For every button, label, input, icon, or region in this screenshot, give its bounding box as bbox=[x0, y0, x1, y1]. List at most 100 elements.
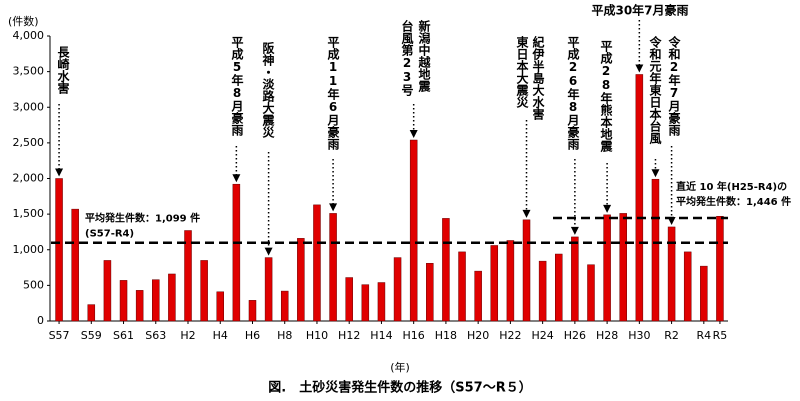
bar bbox=[297, 238, 305, 322]
annotation-arrowhead bbox=[667, 216, 676, 225]
bar bbox=[103, 260, 112, 322]
bar bbox=[393, 257, 402, 322]
bar bbox=[152, 279, 160, 322]
annotation: 平成30年7月豪雨 bbox=[591, 3, 688, 18]
bar bbox=[377, 282, 386, 322]
y-tick-label: 1,000 bbox=[13, 243, 45, 256]
x-axis-title: (年) bbox=[390, 360, 410, 374]
x-tick-label: H16 bbox=[403, 329, 425, 342]
y-tick-label: 2,500 bbox=[13, 136, 45, 149]
x-tick-label: H2 bbox=[180, 329, 195, 342]
x-tick-label: S61 bbox=[113, 329, 134, 342]
bar bbox=[184, 230, 192, 322]
bar bbox=[651, 178, 660, 322]
annotation-arrowhead bbox=[603, 204, 612, 213]
x-tick-label: H6 bbox=[245, 329, 260, 342]
annotation: 東日本大震災 bbox=[515, 35, 529, 109]
bar bbox=[587, 264, 595, 322]
bar bbox=[87, 304, 96, 322]
x-tick-label: H26 bbox=[564, 329, 586, 342]
bar bbox=[55, 178, 63, 322]
x-tick-label: H14 bbox=[370, 329, 392, 342]
bar bbox=[474, 270, 482, 322]
bar bbox=[538, 260, 547, 322]
y-tick-label: 1,500 bbox=[13, 207, 45, 220]
bar bbox=[683, 251, 692, 322]
x-tick-label: H24 bbox=[531, 329, 553, 342]
x-tick-label: H10 bbox=[306, 329, 328, 342]
annotation-arrowhead bbox=[55, 168, 64, 177]
annotation: 平成28年熊本地震 bbox=[599, 40, 613, 153]
bar bbox=[716, 216, 724, 322]
bar bbox=[135, 290, 144, 322]
bar bbox=[361, 284, 370, 322]
bar bbox=[280, 290, 289, 322]
bar bbox=[264, 257, 273, 322]
bar bbox=[345, 277, 353, 322]
bar bbox=[458, 251, 466, 322]
y-tick-label: 3,000 bbox=[13, 100, 45, 113]
y-tick-label: 0 bbox=[37, 314, 44, 327]
bar bbox=[119, 280, 128, 322]
annotation-arrowhead bbox=[409, 130, 418, 139]
bar bbox=[426, 263, 434, 322]
annotation-arrowhead bbox=[635, 64, 644, 73]
x-tick-label: H18 bbox=[435, 329, 457, 342]
bar bbox=[200, 260, 208, 322]
bar bbox=[571, 236, 579, 322]
bar bbox=[409, 139, 418, 322]
bar bbox=[232, 183, 241, 322]
annotation: 新潟中越地震 bbox=[417, 19, 431, 93]
bar bbox=[168, 273, 176, 322]
bar bbox=[506, 240, 515, 322]
x-tick-label: R4 bbox=[696, 329, 711, 342]
x-tick-label: S63 bbox=[145, 329, 166, 342]
bar bbox=[635, 74, 644, 322]
annotation-arrowhead bbox=[329, 203, 338, 212]
bar bbox=[700, 265, 708, 322]
y-axis-title: (件数) bbox=[8, 15, 39, 28]
x-tick-label: R2 bbox=[664, 329, 679, 342]
annotation: 長崎水害 bbox=[56, 45, 70, 95]
annotation-arrowhead bbox=[232, 174, 241, 183]
bar bbox=[667, 226, 676, 322]
y-tick-label: 3,500 bbox=[13, 65, 45, 78]
reference-sublabel: 平均発生件数：1,446 件 bbox=[676, 195, 791, 208]
annotation: 令和元年東日本台風 bbox=[648, 35, 662, 145]
x-tick-label: H28 bbox=[596, 329, 618, 342]
annotation: 阪神・淡路大震災 bbox=[261, 42, 275, 139]
bar bbox=[490, 245, 499, 322]
bar bbox=[313, 204, 321, 322]
x-tick-label: H8 bbox=[277, 329, 292, 342]
x-tick-label: H4 bbox=[213, 329, 228, 342]
annotation: 平成5年8月豪雨 bbox=[230, 36, 244, 137]
annotation-arrowhead bbox=[264, 247, 273, 256]
x-tick-label: S57 bbox=[49, 329, 70, 342]
bar bbox=[329, 213, 337, 322]
reference-label: 直近 10 年(H25-R4)の bbox=[676, 180, 787, 193]
annotation-arrowhead bbox=[651, 169, 660, 178]
annotation: 紀伊半島大水害 bbox=[531, 35, 545, 121]
y-tick-label: 500 bbox=[23, 278, 44, 291]
bar bbox=[442, 218, 450, 322]
x-tick-label: R5 bbox=[713, 329, 728, 342]
x-tick-label: H12 bbox=[338, 329, 360, 342]
y-tick-label: 2,000 bbox=[13, 172, 45, 185]
bar bbox=[71, 208, 79, 322]
annotation: 台風第23号 bbox=[400, 19, 414, 97]
x-tick-label: H20 bbox=[467, 329, 489, 342]
bar bbox=[216, 291, 224, 322]
chart-title: 図. 土砂災害発生件数の推移（S57～R５） bbox=[268, 380, 531, 396]
bar bbox=[555, 253, 563, 322]
bar bbox=[603, 214, 611, 322]
bar bbox=[248, 300, 257, 322]
annotation-arrowhead bbox=[522, 209, 531, 218]
y-tick-label: 4,000 bbox=[13, 29, 45, 42]
reference-label: 平均発生件数：1,099 件 bbox=[85, 212, 200, 225]
x-tick-label: S59 bbox=[81, 329, 102, 342]
x-tick-label: H22 bbox=[499, 329, 521, 342]
bar bbox=[522, 219, 531, 322]
annotation: 平成11年6月豪雨 bbox=[326, 36, 340, 151]
annotation-arrowhead bbox=[570, 226, 579, 235]
